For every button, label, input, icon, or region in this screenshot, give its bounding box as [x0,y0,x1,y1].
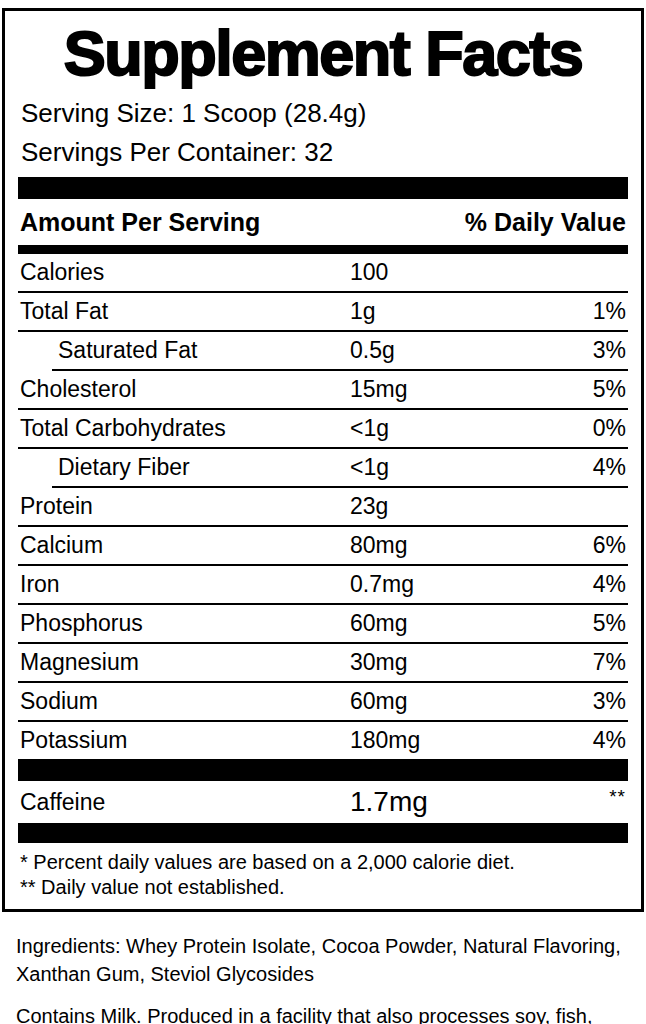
table-header-row: Amount Per Serving % Daily Value [18,199,628,245]
serving-size-line: Serving Size: 1 Scoop (28.4g) [21,98,628,128]
nutrient-daily-value: 4% [593,727,626,754]
nutrient-row-saturated-fat: Saturated Fat 0.5g 3% [18,332,628,369]
servings-per-container-line: Servings Per Container: 32 [21,137,628,167]
nutrient-amount: 23g [350,493,626,520]
nutrient-amount: 0.5g [350,337,593,364]
nutrient-amount: 60mg [350,688,593,715]
nutrient-row-phosphorus: Phosphorus 60mg 5% [18,605,628,642]
nutrient-amount: 1.7mg [350,786,609,818]
nutrient-daily-value: 1% [593,298,626,325]
nutrient-name: Calories [20,259,350,286]
nutrient-row-magnesium: Magnesium 30mg 7% [18,644,628,681]
nutrient-name: Protein [20,493,350,520]
nutrient-amount: 1g [350,298,593,325]
nutrient-amount: 80mg [350,532,593,559]
nutrient-daily-value: 5% [593,376,626,403]
amount-per-serving-header: Amount Per Serving [20,208,260,237]
medium-divider-bar [18,245,628,254]
nutrient-daily-value: 7% [593,649,626,676]
nutrient-name: Total Carbohydrates [20,415,350,442]
nutrient-daily-value: 4% [593,571,626,598]
nutrient-amount: 60mg [350,610,593,637]
nutrient-row-caffeine: Caffeine 1.7mg ** [18,781,628,823]
nutrient-amount: 100 [350,259,626,286]
nutrient-daily-value: 0% [593,415,626,442]
nutrient-amount: 30mg [350,649,593,676]
nutrient-daily-value: 5% [593,610,626,637]
footnote-daily-value-not-established: ** Daily value not established. [20,875,626,900]
panel-title: Supplement Facts [18,17,628,89]
nutrient-row-calories: Calories 100 [18,254,628,291]
nutrient-name: Potassium [20,727,350,754]
nutrient-amount: 15mg [350,376,593,403]
nutrient-row-total-carbohydrates: Total Carbohydrates <1g 0% [18,410,628,447]
nutrient-row-cholesterol: Cholesterol 15mg 5% [18,371,628,408]
nutrient-name: Magnesium [20,649,350,676]
daily-value-header: % Daily Value [465,208,626,237]
nutrient-amount: <1g [350,415,593,442]
nutrient-name: Sodium [20,688,350,715]
nutrient-name: Phosphorus [20,610,350,637]
footnote-percent-daily-value: * Percent daily values are based on a 2,… [20,850,626,875]
nutrient-amount: 180mg [350,727,593,754]
nutrient-amount: 0.7mg [350,571,593,598]
nutrient-amount: <1g [350,454,593,481]
nutrient-daily-value: ** [609,781,626,808]
nutrient-row-total-fat: Total Fat 1g 1% [18,293,628,330]
supplement-facts-panel: Supplement Facts Serving Size: 1 Scoop (… [2,8,644,912]
nutrient-name: Calcium [20,532,350,559]
nutrient-row-iron: Iron 0.7mg 4% [18,566,628,603]
nutrient-row-sodium: Sodium 60mg 3% [18,683,628,720]
nutrient-row-protein: Protein 23g [18,488,628,525]
nutrient-daily-value: 3% [593,337,626,364]
nutrient-daily-value: 6% [593,532,626,559]
thick-divider-bar [18,823,628,843]
thick-divider-bar [18,759,628,781]
nutrient-row-potassium: Potassium 180mg 4% [18,722,628,759]
nutrient-name: Cholesterol [20,376,350,403]
nutrient-daily-value: 4% [593,454,626,481]
nutrient-name: Saturated Fat [20,337,350,364]
nutrient-row-dietary-fiber: Dietary Fiber <1g 4% [18,449,628,486]
ingredients-text: Ingredients: Whey Protein Isolate, Cocoa… [16,932,630,988]
nutrient-daily-value: 3% [593,688,626,715]
nutrient-name: Dietary Fiber [20,454,350,481]
allergen-text: Contains Milk. Produced in a facility th… [16,1002,630,1024]
footnotes: * Percent daily values are based on a 2,… [18,843,628,905]
nutrient-name: Caffeine [20,789,350,816]
nutrient-name: Iron [20,571,350,598]
nutrient-row-calcium: Calcium 80mg 6% [18,527,628,564]
thick-divider-bar [18,177,628,199]
nutrient-name: Total Fat [20,298,350,325]
